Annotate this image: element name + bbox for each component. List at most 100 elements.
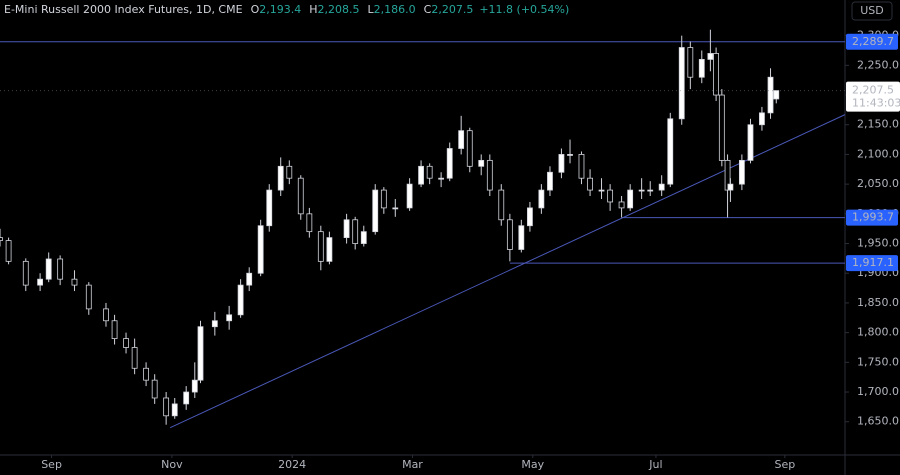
candle-body [747,124,754,161]
candle-body [151,379,158,399]
y-tick-label: 1,950.0 [857,237,899,250]
candle-body [598,189,605,192]
x-tick-label: 2024 [278,458,306,471]
candle-body [22,260,29,286]
candle-body [718,94,725,161]
candle-body [131,347,138,369]
y-tick-label: 2,250.0 [857,58,899,71]
candle-body [506,219,513,250]
candle-body [360,231,367,244]
y-tick-label: 1,700.0 [857,385,899,398]
candle-body [286,165,293,179]
candle-body [211,320,218,328]
candle-body [486,159,493,191]
candle-body [163,397,170,417]
quote-value: 2,207.5 [431,3,473,16]
candle-body [527,207,533,227]
candle-body [266,189,273,227]
candle-body [197,326,204,381]
x-tick-label: May [521,458,544,471]
x-tick-label: Sep [41,458,62,471]
candle-body [45,258,52,280]
candle-body [627,189,634,209]
candle-body [773,90,780,100]
candle-body [191,379,198,393]
candle-body [406,183,413,209]
candle-body [547,171,553,191]
candle-body [277,165,284,191]
candle-body [538,189,545,209]
candle-body [478,159,485,167]
candle-body [143,367,149,381]
candle-body [183,391,190,405]
quote-value: 2,193.4 [259,3,301,16]
x-tick-label: Mar [402,458,423,471]
candle-body [587,177,593,191]
level-label-box [846,33,898,50]
x-tick-label: Jul [648,458,662,471]
candle-body [567,154,573,156]
change: +11.8 (+0.54%) [479,3,569,16]
candle-body [759,112,765,126]
candle-body [326,237,333,262]
x-tick-label: Sep [774,458,795,471]
candle-body [418,165,424,185]
last-price-box [846,81,900,112]
candle-body [498,189,505,221]
quote-label: C [424,3,432,16]
candle-body [558,154,565,173]
candle-body [518,225,525,250]
candle-body [667,118,674,185]
candle-body [426,165,433,179]
candle-body [257,225,264,274]
quote-value: 2,208.5 [318,3,360,16]
candle-body [5,240,12,262]
candle-body [458,130,465,149]
level-label: 2,289.7 [852,35,894,48]
candle-body [171,403,178,417]
candle-body [343,219,350,238]
y-tick-label: 2,150.0 [857,118,899,131]
candle-body [37,278,44,286]
currency-button[interactable] [851,1,893,21]
candle-body [352,219,359,244]
y-tick-label: 2,100.0 [857,147,899,160]
y-tick-label: 1,800.0 [857,326,899,339]
candle-body [306,213,313,233]
candle-body [111,320,118,339]
currency: USD [860,4,884,17]
quote-label: O [251,3,260,16]
quote-label: H [309,3,317,16]
candle-body [380,189,387,209]
candle-body [85,284,92,310]
y-tick-label: 2,050.0 [857,177,899,190]
candle-body [226,314,233,322]
plot-area [0,29,849,458]
candle-body [647,189,654,192]
y-tick-label: 1,850.0 [857,296,899,309]
candle-body [738,159,745,185]
candle-body [607,189,614,203]
candle-body [372,189,379,233]
candle-body [297,177,304,215]
level-label-box [846,209,898,226]
candle-body [578,154,585,179]
countdown: 11:43:03 [852,97,900,110]
candle-body [727,183,734,191]
candle-body [658,183,665,191]
candle-body [237,284,244,316]
candle-body [246,272,253,286]
symbol: E-Mini Russell 2000 Index Futures, 1D, C… [4,3,243,16]
candle-body [767,76,774,114]
y-tick-label: 1,650.0 [857,415,899,428]
candle-body [707,53,714,60]
candle-body [438,177,445,180]
candle-body [687,47,694,78]
candle-body [698,58,705,78]
header: E-Mini Russell 2000 Index Futures, 1D, C… [4,3,569,16]
candle-body [713,53,720,96]
candle-body [317,231,324,262]
candle-body [446,148,453,179]
candle-body [123,338,129,348]
